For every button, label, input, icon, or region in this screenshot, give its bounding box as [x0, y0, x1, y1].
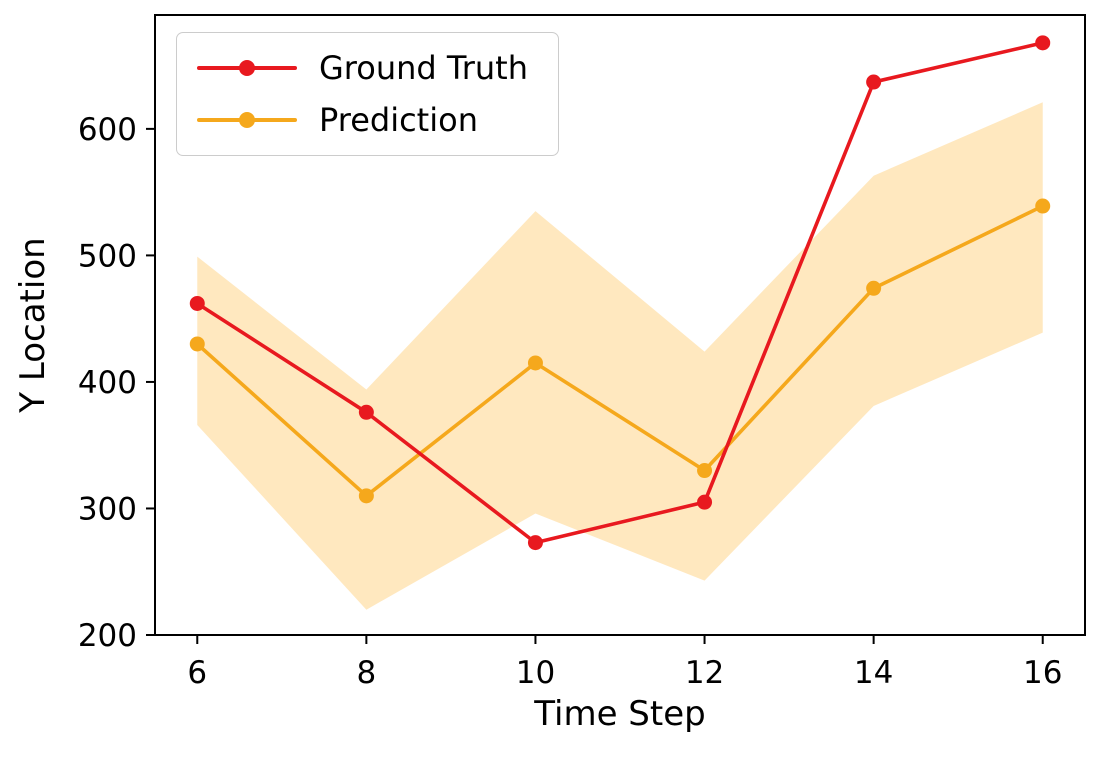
data-point-marker: [866, 280, 882, 296]
data-point-marker: [527, 355, 543, 371]
x-tick-label: 8: [356, 655, 376, 691]
y-tick-label: 400: [78, 365, 137, 401]
data-point-marker: [1035, 35, 1051, 51]
x-tick-label: 10: [516, 655, 555, 691]
series-line-prediction: [195, 204, 1045, 498]
data-point-marker: [697, 463, 713, 479]
prediction-confidence-band: [197, 102, 1043, 610]
y-axis-title: Y Location: [13, 237, 53, 413]
data-point-marker: [1035, 198, 1051, 214]
data-point-marker: [189, 295, 205, 311]
legend-label-prediction: Prediction: [319, 101, 478, 139]
x-tick-label: 6: [187, 655, 207, 691]
series-line-ground-truth: [195, 41, 1045, 545]
legend-label-ground-truth: Ground Truth: [319, 49, 528, 87]
prediction-line-icon: [197, 112, 297, 128]
data-point-marker: [697, 494, 713, 510]
data-point-marker: [358, 488, 374, 504]
y-tick-label: 500: [78, 238, 137, 274]
y-tick-label: 200: [78, 618, 137, 654]
y-tick-label: 300: [78, 491, 137, 527]
data-point-marker: [866, 74, 882, 90]
data-point-marker: [358, 404, 374, 420]
y-tick-label: 600: [78, 112, 137, 148]
legend: Ground Truth Prediction: [176, 32, 559, 156]
x-axis-title: Time Step: [534, 694, 706, 734]
data-point-marker: [527, 535, 543, 551]
ground-truth-line-icon: [197, 60, 297, 76]
x-tick-label: 16: [1023, 655, 1062, 691]
legend-item-prediction: Prediction: [197, 101, 528, 139]
legend-item-ground-truth: Ground Truth: [197, 49, 528, 87]
x-tick-label: 14: [854, 655, 893, 691]
axes-frame: [154, 14, 1086, 636]
x-tick-label: 12: [685, 655, 724, 691]
data-point-marker: [189, 336, 205, 352]
